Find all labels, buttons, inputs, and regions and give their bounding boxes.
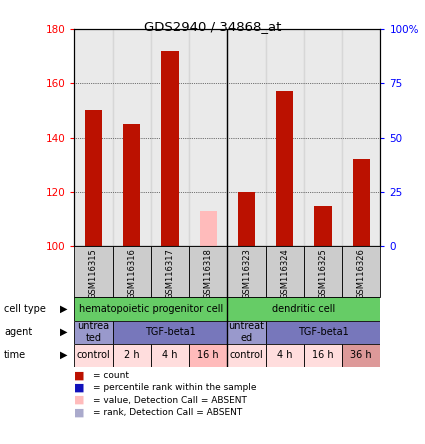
Bar: [151, 29, 189, 246]
Bar: [74, 297, 227, 321]
Bar: [113, 29, 151, 246]
Text: untrea
ted: untrea ted: [77, 321, 110, 343]
Text: GSM116316: GSM116316: [127, 248, 136, 299]
Bar: [162, 51, 178, 246]
Text: 36 h: 36 h: [351, 350, 372, 360]
Bar: [74, 344, 113, 367]
Text: GSM116315: GSM116315: [89, 248, 98, 299]
Text: GSM116317: GSM116317: [165, 248, 175, 299]
Bar: [151, 246, 189, 297]
Bar: [238, 192, 255, 246]
Bar: [304, 344, 342, 367]
Bar: [304, 29, 342, 246]
Bar: [227, 344, 266, 367]
Bar: [353, 159, 370, 246]
Bar: [74, 29, 113, 246]
Text: 16 h: 16 h: [312, 350, 334, 360]
Text: dendritic cell: dendritic cell: [272, 304, 335, 314]
Text: GSM116326: GSM116326: [357, 248, 366, 299]
Text: GSM116318: GSM116318: [204, 248, 213, 299]
Bar: [342, 246, 380, 297]
Bar: [227, 297, 380, 321]
Bar: [276, 91, 293, 246]
Bar: [74, 321, 113, 344]
Bar: [189, 29, 227, 246]
Bar: [342, 29, 380, 246]
Text: control: control: [76, 350, 110, 360]
Text: ▶: ▶: [60, 304, 68, 314]
Text: GSM116323: GSM116323: [242, 248, 251, 299]
Text: TGF-beta1: TGF-beta1: [298, 327, 348, 337]
Text: = rank, Detection Call = ABSENT: = rank, Detection Call = ABSENT: [94, 408, 243, 417]
Text: = count: = count: [94, 371, 130, 380]
Text: 16 h: 16 h: [198, 350, 219, 360]
Text: ▶: ▶: [60, 350, 68, 360]
Bar: [227, 29, 266, 246]
Text: hematopoietic progenitor cell: hematopoietic progenitor cell: [79, 304, 223, 314]
Bar: [189, 344, 227, 367]
Bar: [314, 206, 332, 246]
Text: TGF-beta1: TGF-beta1: [144, 327, 196, 337]
Bar: [227, 246, 266, 297]
Text: ■: ■: [74, 370, 85, 380]
Text: agent: agent: [4, 327, 32, 337]
Bar: [74, 246, 113, 297]
Text: = value, Detection Call = ABSENT: = value, Detection Call = ABSENT: [94, 396, 247, 404]
Bar: [85, 111, 102, 246]
Bar: [123, 124, 140, 246]
Bar: [266, 29, 304, 246]
Text: = percentile rank within the sample: = percentile rank within the sample: [94, 383, 257, 392]
Text: GSM116324: GSM116324: [280, 248, 289, 299]
Text: ▶: ▶: [60, 327, 68, 337]
Text: GSM116325: GSM116325: [318, 248, 328, 299]
Text: 4 h: 4 h: [162, 350, 178, 360]
Bar: [189, 246, 227, 297]
Text: 4 h: 4 h: [277, 350, 292, 360]
Text: ■: ■: [74, 383, 85, 392]
Bar: [113, 246, 151, 297]
Bar: [200, 211, 217, 246]
Text: time: time: [4, 350, 26, 360]
Text: ■: ■: [74, 395, 85, 405]
Text: 2 h: 2 h: [124, 350, 139, 360]
Text: control: control: [230, 350, 264, 360]
Text: GDS2940 / 34868_at: GDS2940 / 34868_at: [144, 20, 281, 33]
Bar: [227, 321, 266, 344]
Bar: [113, 344, 151, 367]
Bar: [342, 344, 380, 367]
Bar: [266, 344, 304, 367]
Bar: [266, 246, 304, 297]
Bar: [113, 321, 227, 344]
Bar: [151, 344, 189, 367]
Bar: [304, 246, 342, 297]
Text: untreat
ed: untreat ed: [229, 321, 264, 343]
Text: cell type: cell type: [4, 304, 46, 314]
Bar: [266, 321, 380, 344]
Text: ■: ■: [74, 408, 85, 417]
